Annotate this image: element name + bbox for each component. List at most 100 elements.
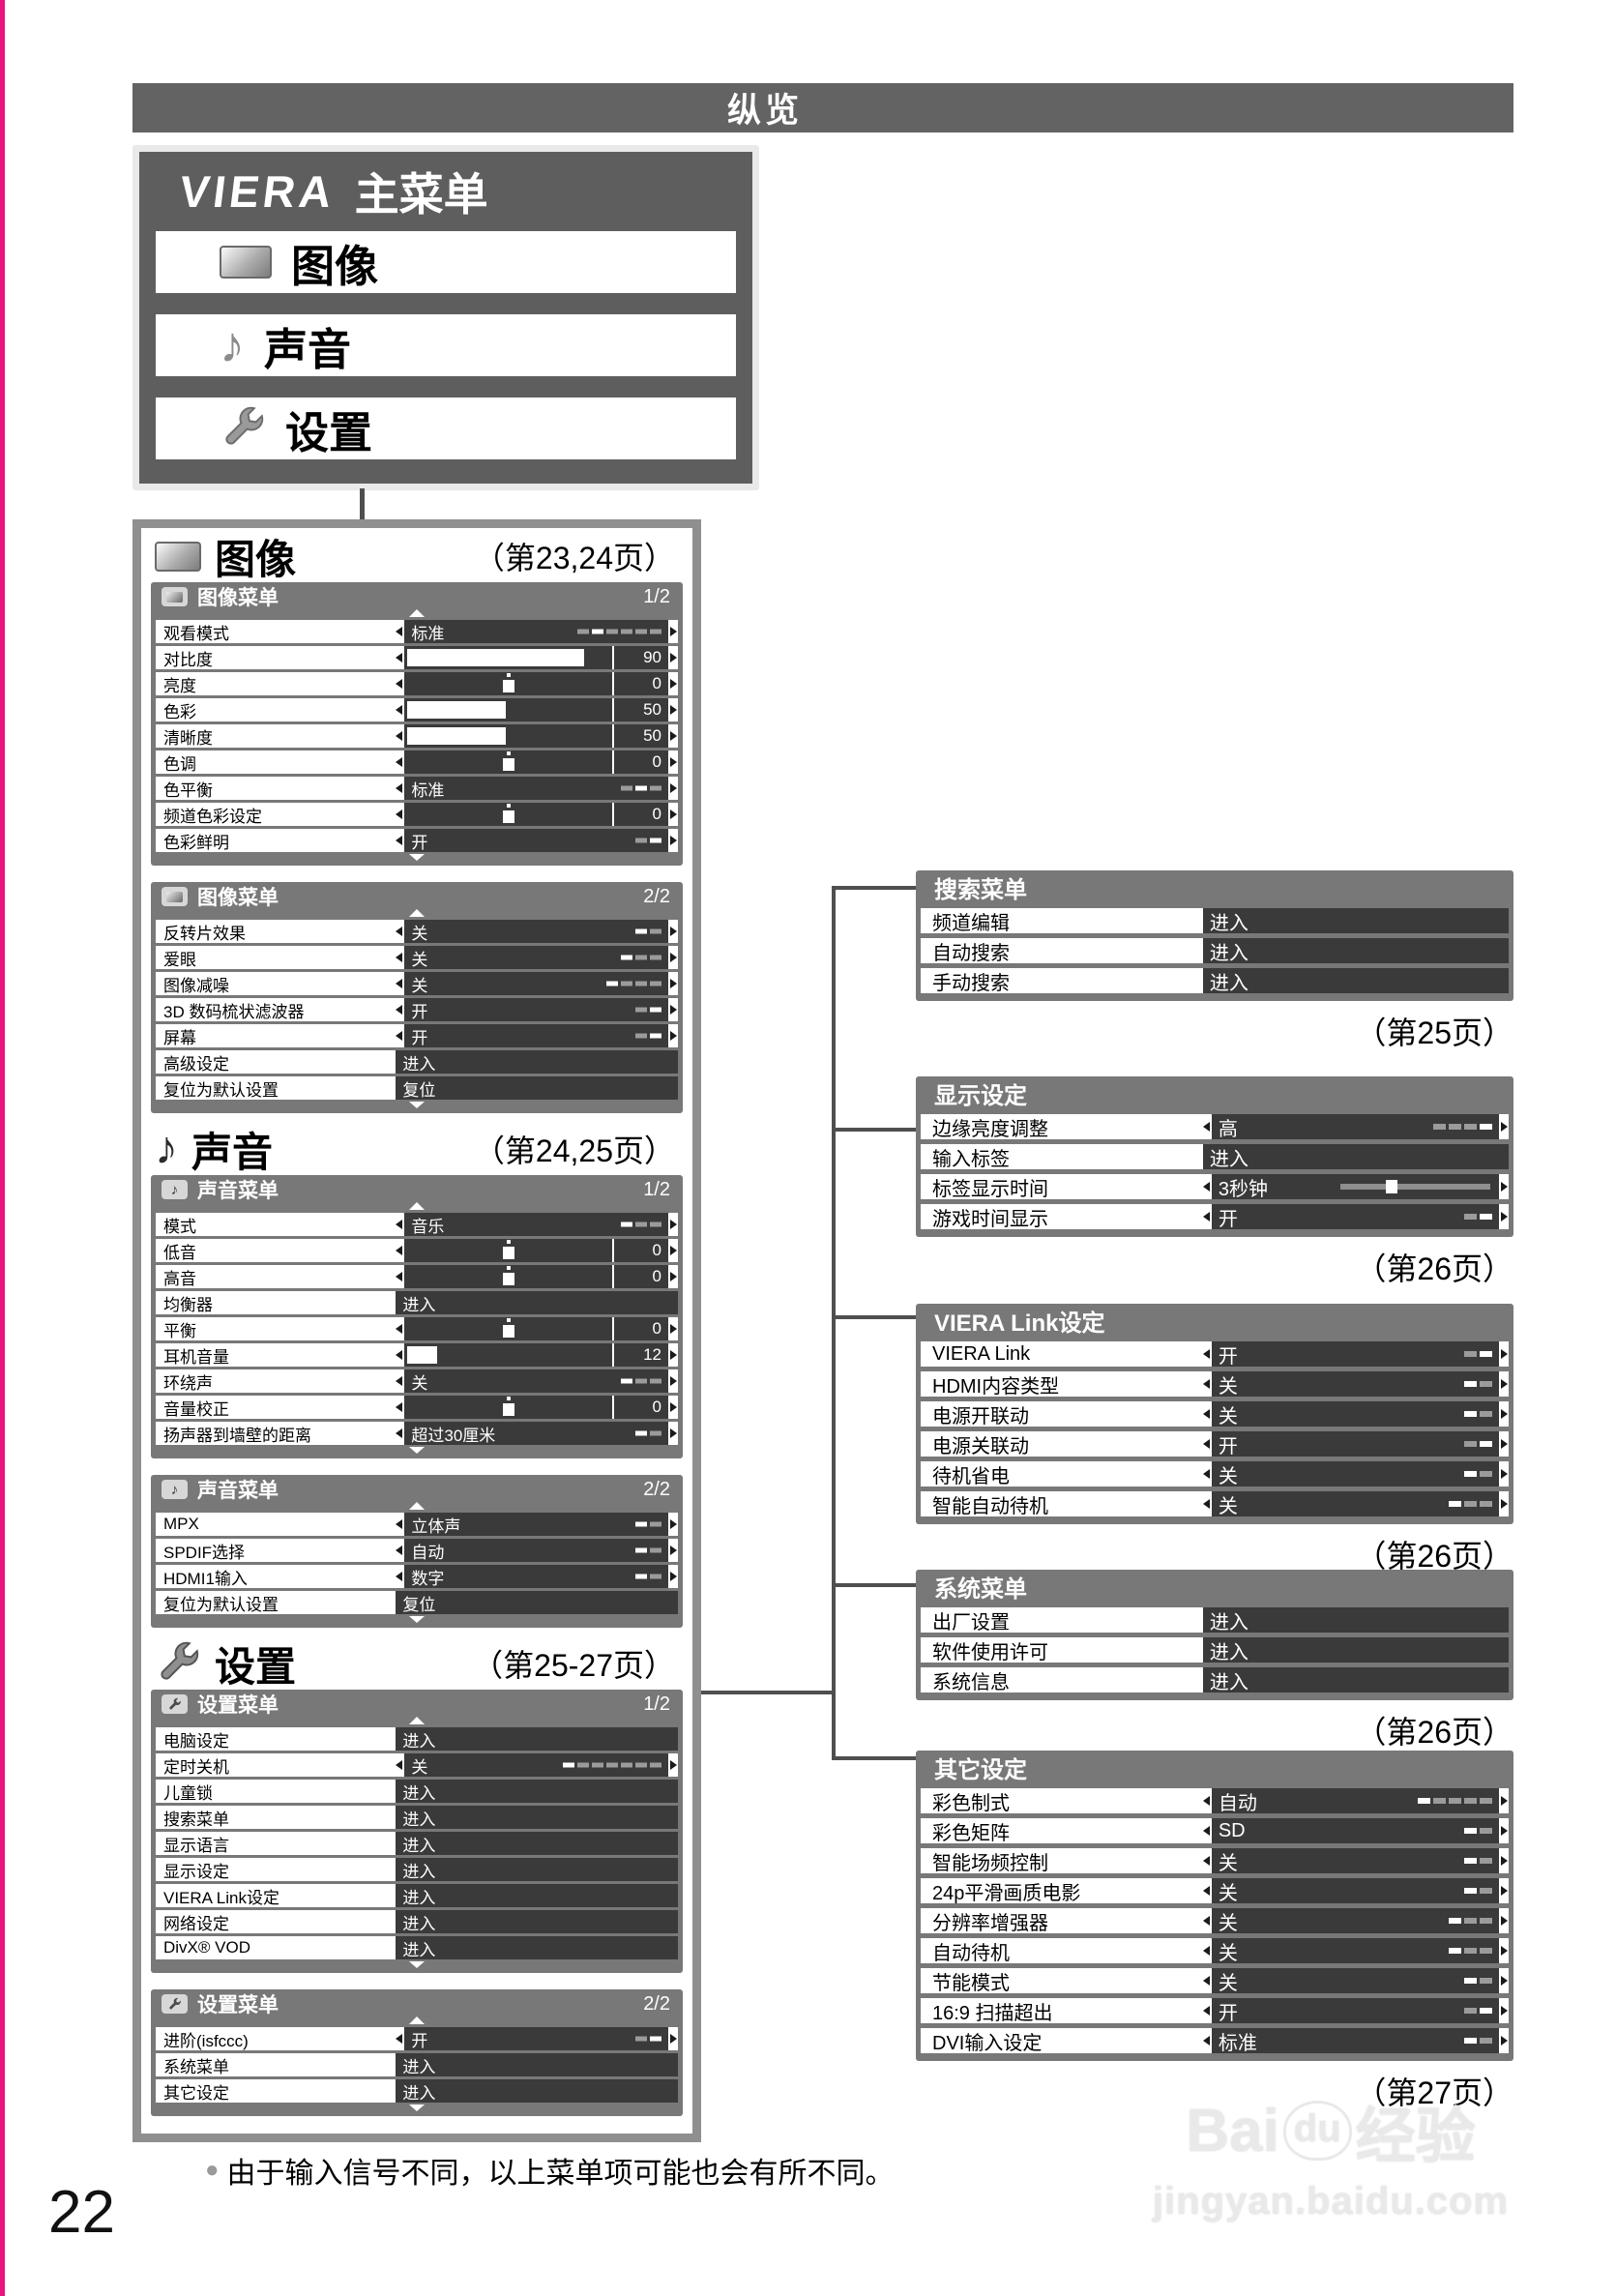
- row-value: 数字: [396, 1565, 678, 1588]
- enter-value-box: 进入: [1202, 1144, 1509, 1170]
- row-value: 进入: [396, 2053, 678, 2076]
- value-box: 关: [404, 1753, 668, 1777]
- row-value: 进入: [1202, 1637, 1509, 1663]
- screen-icon: [155, 541, 201, 572]
- row-value-text: 自动: [1218, 1792, 1257, 1814]
- row-label: MPX: [163, 1515, 199, 1533]
- menu-row: 电源关联动 开: [921, 1431, 1509, 1457]
- right-panel-header: VIERA Link设定: [921, 1304, 1509, 1337]
- menu-overview-container: 图像 （第23,24页） 图像菜单 1/2 观看模式 标准 对比度 90 亮度 0 色彩 50 清晰度 5…: [132, 519, 701, 2142]
- value-box: 开: [404, 1024, 668, 1047]
- menu-row: 分辨率增强器 关: [921, 1908, 1509, 1934]
- wrench-icon: [162, 1994, 188, 2014]
- scroll-up-indicator: [409, 1202, 425, 1210]
- value-segments: [621, 1222, 661, 1227]
- row-value: 进入: [396, 1910, 678, 1933]
- row-value: 关: [1202, 1401, 1509, 1428]
- segment: [1464, 1858, 1477, 1864]
- row-value: 关: [1202, 1938, 1509, 1964]
- menu-row: HDMI1输入 数字: [156, 1565, 678, 1588]
- arrow-left-icon: [396, 679, 403, 689]
- menu-row: 清晰度 50: [156, 724, 678, 748]
- value-box: 立体声: [404, 1513, 668, 1536]
- row-value-text: 进入: [402, 1862, 436, 1881]
- arrow-right-icon: [670, 836, 677, 845]
- row-value-text: 关: [1218, 1942, 1238, 1964]
- row-value-text: 进入: [402, 1940, 436, 1959]
- value-segments: [1464, 2008, 1492, 2014]
- menu-row: 反转片效果 关: [156, 920, 678, 943]
- screen-icon: [220, 246, 272, 279]
- main-menu-item: ♪ 声音: [156, 314, 736, 376]
- scroll-up-indicator: [409, 1717, 425, 1724]
- row-value-text: 开: [411, 833, 428, 852]
- arrow-left-icon: [1202, 1439, 1210, 1449]
- segment: [650, 629, 661, 634]
- row-value: 开: [396, 998, 678, 1021]
- arrow-left-icon: [396, 927, 403, 936]
- value-segments: [1464, 1828, 1492, 1834]
- segment: [1480, 1798, 1492, 1804]
- slider-value: 50: [614, 698, 668, 721]
- row-label: 高级设定: [163, 1054, 229, 1074]
- row-value-text: 开: [411, 2031, 428, 2050]
- segment: [606, 981, 618, 986]
- menu-row: 网络设定 进入: [156, 1910, 678, 1933]
- menu-row: 音量校正 0: [156, 1396, 678, 1419]
- menu-row: 图像减噪 关: [156, 972, 678, 995]
- row-value-text: 开: [411, 1028, 428, 1047]
- row-label: DVI输入设定: [932, 2032, 1043, 2054]
- segment: [635, 1574, 647, 1579]
- value-box: 关: [1211, 1878, 1499, 1904]
- row-label: 游戏时间显示: [932, 1208, 1048, 1230]
- arrow-left-icon: [396, 1428, 403, 1438]
- segment: [1480, 1381, 1492, 1387]
- menu-row: 边缘亮度调整 高: [921, 1114, 1509, 1140]
- arrow-left-icon: [396, 2034, 403, 2044]
- segment: [1449, 1501, 1461, 1507]
- segment: [650, 1521, 661, 1527]
- row-label: 平衡: [163, 1321, 196, 1340]
- menu-row: 标签显示时间 3秒钟: [921, 1174, 1509, 1200]
- arrow-left-icon: [1202, 1469, 1210, 1479]
- segment: [1480, 1351, 1492, 1357]
- menu-row: 电脑设定 进入: [156, 1727, 678, 1751]
- segment: [1480, 1858, 1492, 1864]
- arrow-left-icon: [1202, 1826, 1210, 1836]
- row-value: 50: [396, 724, 678, 748]
- slider-fill: [407, 727, 506, 745]
- row-value: 进入: [396, 1858, 678, 1881]
- arrow-left-icon: [396, 1545, 403, 1555]
- segment: [592, 1762, 603, 1768]
- arrow-left-icon: [396, 627, 403, 636]
- menu-row: 手动搜索 进入: [921, 968, 1509, 994]
- segment: [650, 1762, 661, 1768]
- panel-title: 图像菜单: [197, 887, 279, 909]
- row-label: 显示语言: [163, 1836, 229, 1855]
- row-label: 色彩: [163, 702, 196, 721]
- section-title: 图像: [215, 536, 297, 582]
- value-box: 关: [1211, 1371, 1499, 1398]
- segment: [1480, 1214, 1492, 1220]
- row-value: 0: [396, 1396, 678, 1419]
- row-label: 低音: [163, 1243, 196, 1262]
- screen-icon: [162, 887, 188, 906]
- segment: [592, 629, 603, 634]
- menu-row: 扬声器到墙壁的距离 超过30厘米: [156, 1422, 678, 1445]
- row-label: 进阶(isfccc): [163, 2031, 249, 2050]
- arrow-right-icon: [670, 1376, 677, 1386]
- arrow-left-icon: [396, 705, 403, 715]
- right-panel-header: 显示设定: [921, 1076, 1509, 1109]
- menu-row: 输入标签 进入: [921, 1144, 1509, 1170]
- arrow-right-icon: [670, 1402, 677, 1412]
- menu-panel-header: 设置菜单 2/2: [156, 1991, 678, 2016]
- row-value-text: 进入: [1209, 912, 1249, 934]
- row-value-text: 进入: [1209, 1641, 1249, 1663]
- row-label: 显示设定: [163, 1862, 229, 1881]
- segment: [1480, 1918, 1492, 1924]
- value-box: 开: [1211, 1431, 1499, 1457]
- row-value-text: 进入: [402, 1810, 436, 1829]
- segment: [621, 1762, 632, 1768]
- menu-row: 进阶(isfccc) 开: [156, 2027, 678, 2050]
- slider-value: 50: [614, 724, 668, 748]
